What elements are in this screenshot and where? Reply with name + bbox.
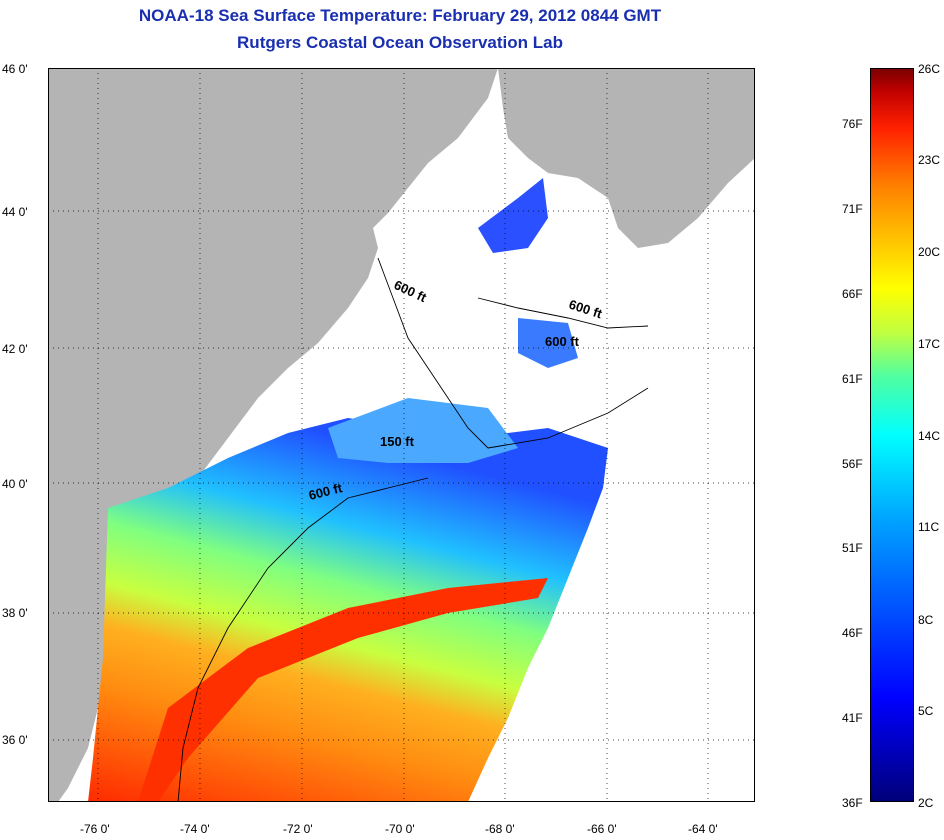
temperature-colorbar [870,68,914,802]
cbar-label-2c: 2C [918,796,934,810]
cbar-label-61f: 61F [842,372,863,386]
cbar-label-14c: 14C [918,429,941,443]
lon-label-64: -64 0' [688,822,718,836]
lat-label-46: 46 0' [2,62,28,76]
lon-label-70: -70 0' [385,822,415,836]
lat-label-38: 38 0' [2,606,28,620]
map-subtitle: Rutgers Coastal Ocean Observation Lab [237,33,563,52]
lon-label-74: -74 0' [180,822,210,836]
lat-label-42: 42 0' [2,342,28,356]
cbar-label-36f: 36F [842,796,863,810]
cbar-label-71f: 71F [842,202,863,216]
cbar-label-76f: 76F [842,117,863,131]
lon-label-76: -76 0' [80,822,110,836]
cbar-label-66f: 66F [842,287,863,301]
cbar-label-56f: 56F [842,457,863,471]
cbar-label-5c: 5C [918,704,934,718]
sst-patch-shelf [328,398,518,463]
lat-label-44: 44 0' [2,205,28,219]
contour-label-150ft: 150 ft [380,434,415,449]
cbar-label-11c: 11C [918,520,940,534]
map-frame [48,68,755,802]
sst-map: 600 ft 600 ft 600 ft 150 ft 600 ft [48,68,755,802]
cbar-label-20c: 20C [918,245,941,259]
gulf-stream-front [138,578,548,802]
cbar-label-51f: 51F [842,541,863,555]
land-mainland [48,68,498,802]
contour-label-600ft-c: 600 ft [545,334,580,349]
cbar-label-8c: 8C [918,613,934,627]
lat-label-36: 36 0' [2,733,28,747]
lon-label-66: -66 0' [587,822,617,836]
lon-label-72: -72 0' [283,822,313,836]
lat-label-40: 40 0' [2,477,28,491]
cbar-label-41f: 41F [842,711,863,725]
cbar-label-17c: 17C [918,337,941,351]
sst-patch-georges [518,318,578,368]
bathymetry-contours [177,257,649,802]
map-title: NOAA-18 Sea Surface Temperature: Februar… [138,6,662,25]
cbar-label-23c: 23C [918,153,941,167]
sst-patch-gulf-maine [478,178,548,253]
land-nova-scotia [498,68,755,248]
cbar-label-46f: 46F [842,626,863,640]
lon-label-68: -68 0' [485,822,515,836]
cbar-label-26c: 26C [918,62,941,76]
